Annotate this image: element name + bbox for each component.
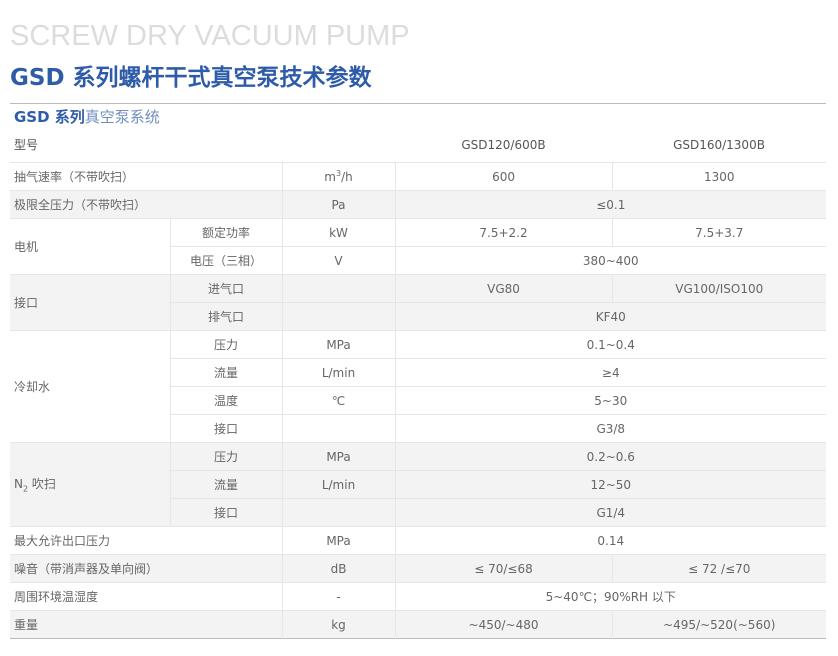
value: ≤0.1 xyxy=(394,190,827,219)
unit xyxy=(281,302,396,331)
value: VG100/ISO100 xyxy=(611,274,827,303)
sub-label: 排气口 xyxy=(169,302,283,331)
row-label: 抽气速率（不带吹扫） xyxy=(10,162,283,191)
row-label: 极限全压力（不带吹扫） xyxy=(10,190,283,219)
divider xyxy=(10,103,826,104)
section-subtitle: GSD 系列真空泵系统 xyxy=(14,106,160,127)
unit: L/min xyxy=(281,358,396,387)
value: 0.1~0.4 xyxy=(394,330,827,359)
value: VG80 xyxy=(394,274,613,303)
sub-label: 流量 xyxy=(169,358,283,387)
value: 1300 xyxy=(611,162,827,191)
unit: m3/h xyxy=(281,162,396,191)
unit xyxy=(281,414,396,443)
unit xyxy=(281,274,396,303)
row-label: 噪音（带消声器及单向阀） xyxy=(10,554,283,583)
value: 12~50 xyxy=(394,470,827,499)
row-label: 重量 xyxy=(10,610,283,639)
sub-label: 温度 xyxy=(169,386,283,415)
unit: ℃ xyxy=(281,386,396,415)
row-label: 冷却水 xyxy=(10,330,170,443)
subtitle-series: GSD 系列 xyxy=(14,108,85,126)
value: 7.5+3.7 xyxy=(611,218,827,247)
sub-label: 进气口 xyxy=(169,274,283,303)
table-row: 抽气速率（不带吹扫） m3/h 600 1300 xyxy=(10,162,827,191)
unit: Pa xyxy=(281,190,396,219)
unit: V xyxy=(281,246,396,275)
table-row: 流量 L/min ≥4 xyxy=(10,358,827,387)
sub-label: 接口 xyxy=(169,414,283,443)
unit xyxy=(281,498,396,527)
table-row: 接口 G1/4 xyxy=(10,498,827,527)
title-english: SCREW DRY VACUUM PUMP xyxy=(10,20,410,52)
table-row: 最大允许出口压力 MPa 0.14 xyxy=(10,526,827,555)
table-row: 周围环境温湿度 -5~40℃；90%RH 以下 xyxy=(10,582,827,611)
unit: MPa xyxy=(281,442,396,471)
model-header-2: GSD160/1300B xyxy=(673,138,765,152)
unit: dB xyxy=(281,554,396,583)
table-row: 接口 进气口 VG80 VG100/ISO100 xyxy=(10,274,827,331)
table-row: N2 吹扫 压力 MPa 0.2~0.6 xyxy=(10,442,827,527)
title-chinese: GSD 系列螺杆干式真空泵技术参数 xyxy=(10,65,372,91)
sub-label: 接口 xyxy=(169,498,283,527)
model-label: 型号 xyxy=(14,138,39,152)
value: 7.5+2.2 xyxy=(394,218,613,247)
value: 600 xyxy=(394,162,613,191)
row-label: 周围环境温湿度 xyxy=(10,582,283,611)
model-header-1: GSD120/600B xyxy=(461,138,546,152)
value: ≤ 72 /≤70 xyxy=(611,554,827,583)
table-row: 排气口 KF40 xyxy=(10,302,827,331)
table-row: 电机 额定功率 kW 7.5+2.2 7.5+3.7 xyxy=(10,218,827,275)
value: G1/4 xyxy=(394,498,827,527)
table-row: 接口 G3/8 xyxy=(10,414,827,443)
unit: MPa xyxy=(281,526,396,555)
value: KF40 xyxy=(394,302,827,331)
value: ~450/~480 xyxy=(394,610,613,639)
unit: kW xyxy=(281,218,396,247)
table-row: 重量 kg ~450/~480 ~495/~520(~560) xyxy=(10,610,827,639)
value: ≤ 70/≤68 xyxy=(394,554,613,583)
row-label: 电机 xyxy=(10,218,170,275)
value: G3/8 xyxy=(394,414,827,443)
subtitle-system: 真空泵系统 xyxy=(84,108,160,126)
table-row: 电压（三相） V 380~400 xyxy=(10,246,827,275)
value: ~495/~520(~560) xyxy=(611,610,827,639)
value: 0.14 xyxy=(394,526,827,555)
table-row: 冷却水 压力 MPa 0.1~0.4 xyxy=(10,330,827,443)
value: ≥4 xyxy=(394,358,827,387)
unit: kg xyxy=(281,610,396,639)
table-row: 极限全压力（不带吹扫） Pa ≤0.1 xyxy=(10,190,827,219)
sub-label: 压力 xyxy=(169,330,283,359)
table-row: 流量 L/min 12~50 xyxy=(10,470,827,499)
row-label: 最大允许出口压力 xyxy=(10,526,283,555)
sub-label: 压力 xyxy=(169,442,283,471)
table-row: 温度 ℃ 5~30 xyxy=(10,386,827,415)
sub-label: 流量 xyxy=(169,470,283,499)
unit: MPa xyxy=(281,330,396,359)
sub-label: 电压（三相） xyxy=(169,246,283,275)
value: 5~40℃；90%RH 以下 xyxy=(394,582,827,611)
row-label: 接口 xyxy=(10,274,170,331)
table-row: 噪音（带消声器及单向阀） dB ≤ 70/≤68 ≤ 72 /≤70 xyxy=(10,554,827,583)
value: 5~30 xyxy=(394,386,827,415)
value: 380~400 xyxy=(394,246,827,275)
spec-table: 抽气速率（不带吹扫） m3/h 600 1300 极限全压力（不带吹扫） Pa ≤0.1 … xyxy=(10,162,827,639)
unit: L/min xyxy=(281,470,396,499)
value: 0.2~0.6 xyxy=(394,442,827,471)
unit: - xyxy=(281,582,396,611)
row-label: N2 吹扫 xyxy=(10,442,170,527)
sub-label: 额定功率 xyxy=(169,218,283,247)
